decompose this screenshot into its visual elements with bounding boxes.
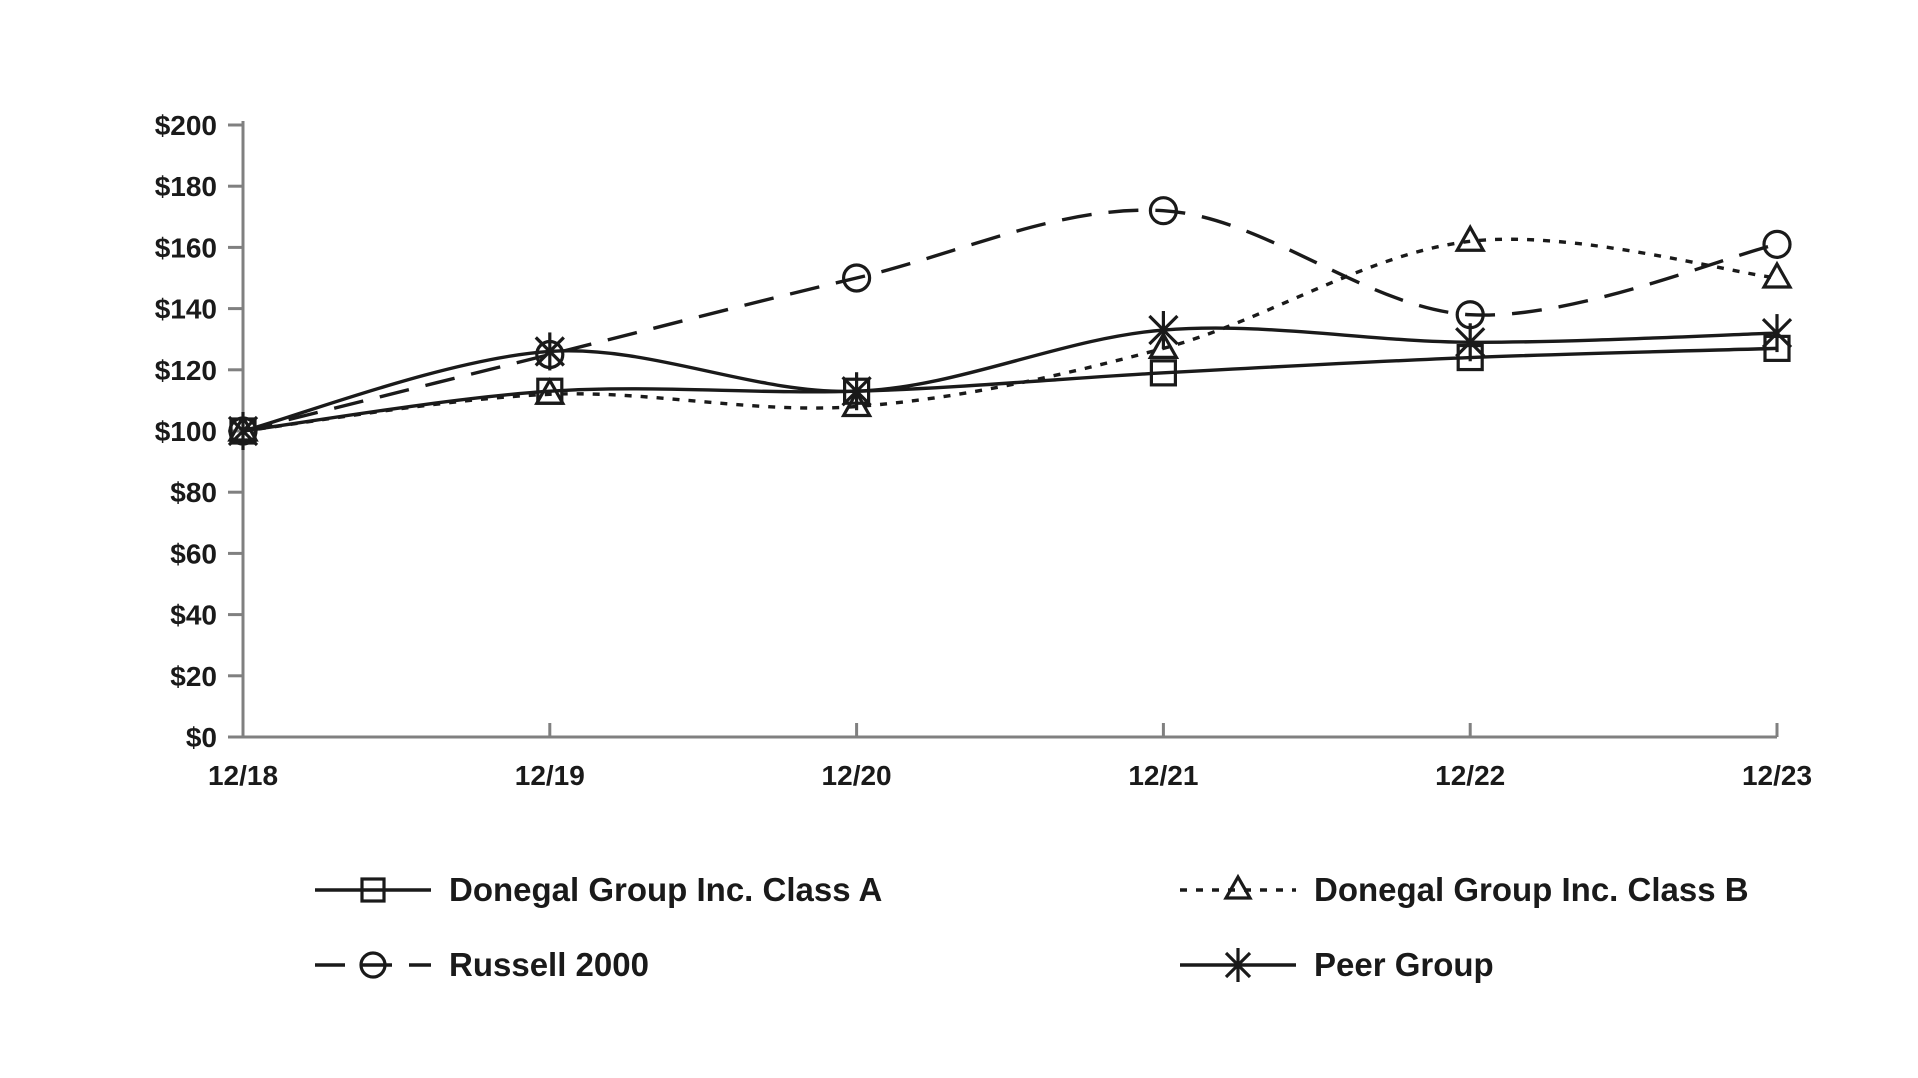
legend-item-peer-group: Peer Group (1178, 942, 1494, 988)
y-axis-tick-label: $60 (170, 538, 217, 569)
y-axis-tick-label: $20 (170, 661, 217, 692)
y-axis-tick-label: $180 (155, 171, 217, 202)
circle-marker-line-icon (315, 951, 431, 979)
x-axis-tick-label: 12/22 (1435, 760, 1505, 791)
x-axis-tick-label: 12/20 (822, 760, 892, 791)
legend-label-russell-2000: Russell 2000 (449, 946, 649, 983)
y-axis-tick-label: $40 (170, 600, 217, 631)
star-marker-line-icon (1180, 948, 1296, 982)
series-donegal-group-inc-class-b (227, 224, 1793, 442)
legend-item-russell-2000: Russell 2000 (313, 942, 649, 988)
y-axis-tick-label: $120 (155, 355, 217, 386)
x-axis-tick-label: 12/18 (208, 760, 278, 791)
x-axis-tick-label: 12/19 (515, 760, 585, 791)
y-axis-tick-label: $100 (155, 416, 217, 447)
axes: $0 $20 $40 $60 $80 $100 $120 $140 $160 $180 $200 12… (155, 110, 1812, 791)
y-axis-tick-label: $0 (186, 722, 217, 753)
y-axis-tick-label: $160 (155, 232, 217, 263)
legend-label-donegal-class-a: Donegal Group Inc. Class A (449, 871, 883, 908)
y-axis-tick-label: $80 (170, 477, 217, 508)
y-axis-tick-label: $200 (155, 110, 217, 141)
x-axis-tick-label: 12/23 (1742, 760, 1812, 791)
legend-label-peer-group: Peer Group (1314, 946, 1494, 983)
series-peer-group (227, 311, 1793, 450)
square-marker-line-icon (315, 877, 431, 903)
y-axis-tick-label: $140 (155, 294, 217, 325)
legend-label-donegal-class-b: Donegal Group Inc. Class B (1314, 871, 1749, 908)
series-russell-2000 (228, 196, 1792, 446)
legend-item-donegal-class-b: Donegal Group Inc. Class B (1178, 867, 1749, 913)
triangle-marker-line-icon (1180, 873, 1296, 900)
series-donegal-group-inc-class-a (229, 334, 1791, 445)
x-axis-tick-label: 12/21 (1128, 760, 1198, 791)
legend-item-donegal-class-a: Donegal Group Inc. Class A (313, 867, 882, 913)
